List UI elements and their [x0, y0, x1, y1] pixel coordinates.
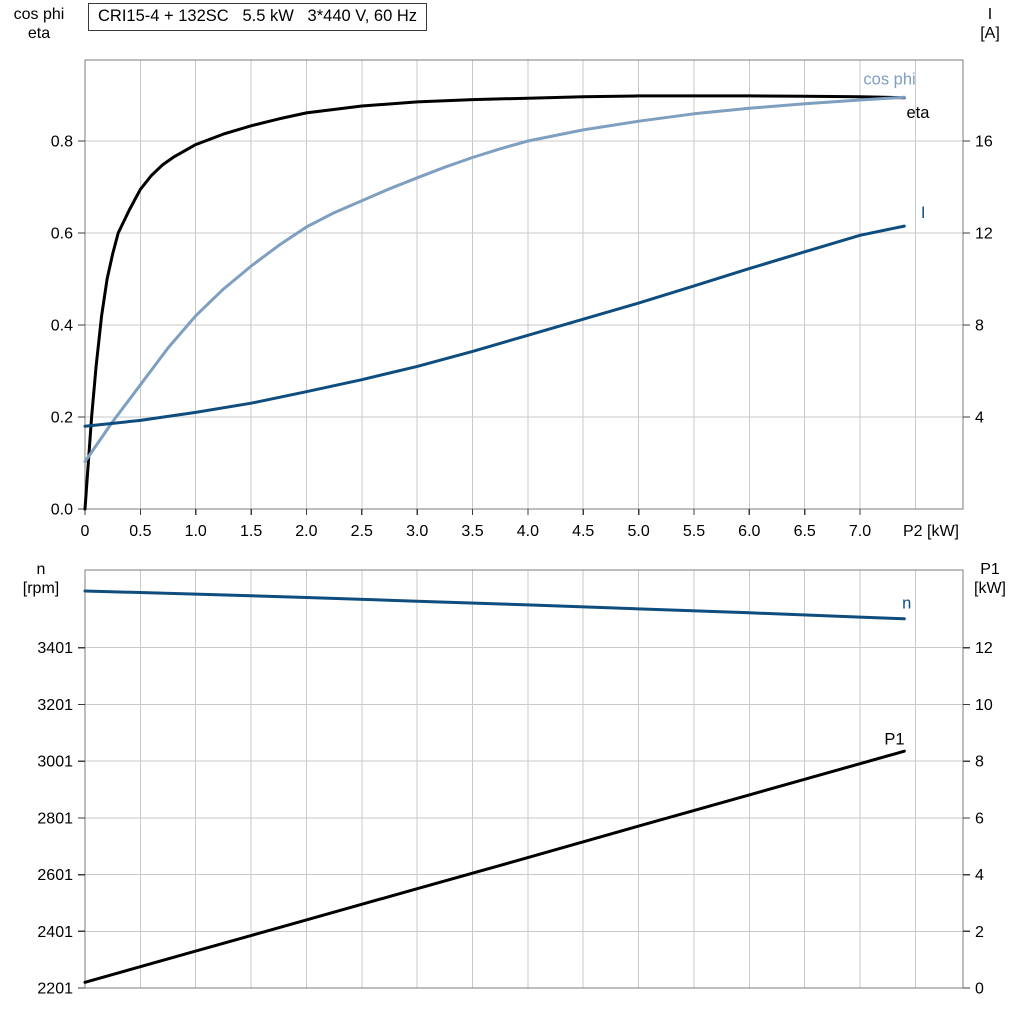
curve-label-cos-phi: cos phi: [863, 70, 915, 88]
left-tick-label: 0.2: [51, 410, 73, 427]
left-tick-label: 0.6: [51, 226, 73, 243]
right-tick-label: 12: [975, 226, 993, 243]
left-axis-title-speed: n: [36, 561, 46, 578]
x-tick-label: 4.5: [572, 523, 594, 540]
x-tick-label: 0: [81, 523, 90, 540]
right-tick-label: 6: [975, 810, 984, 827]
plot-frame: [84, 569, 964, 989]
right-tick-label: 8: [975, 318, 984, 335]
top-left-axis-title: cos phi eta: [2, 5, 76, 43]
left-tick-label: 2201: [37, 981, 73, 998]
left-tick-label: 2601: [37, 867, 73, 884]
x-axis-unit-label: P2 [kW]: [903, 523, 959, 540]
x-tick-label: 2.5: [351, 523, 373, 540]
curve-p1: [83, 749, 906, 984]
curve-current: [83, 224, 906, 428]
right-tick-label: 16: [975, 134, 993, 151]
bottom-right-axis-title: P1 [kW]: [963, 560, 1017, 598]
left-tick-label: 3001: [37, 754, 73, 771]
x-tick-label: 0.5: [129, 523, 151, 540]
right-tick-label: 0: [975, 981, 984, 998]
x-tick-label: 4.0: [517, 523, 539, 540]
curve-eta: [83, 94, 906, 511]
x-tick-label: 7.0: [849, 523, 871, 540]
chart-title: CRI15-4 + 132SC 5.5 kW 3*440 V, 60 Hz: [88, 3, 428, 31]
right-tick-label: 10: [975, 697, 993, 714]
right-tick-label: 8: [975, 754, 984, 771]
x-tick-label: 3.0: [406, 523, 428, 540]
right-tick-label: 12: [975, 640, 993, 657]
top-right-axis-title: I [A]: [966, 5, 1014, 43]
x-tick-label: 5.0: [627, 523, 649, 540]
left-tick-label: 2401: [37, 924, 73, 941]
right-tick-label: 4: [975, 867, 984, 884]
right-axis-title-p1: P1: [980, 561, 1000, 578]
x-tick-label: 6.5: [794, 523, 816, 540]
x-tick-label: 1.0: [185, 523, 207, 540]
curve-label-eta: eta: [907, 104, 931, 122]
curve-label-speed: n: [902, 595, 911, 613]
left-tick-label: 3401: [37, 640, 73, 657]
x-tick-label: 5.5: [683, 523, 705, 540]
x-tick-label: 2.0: [295, 523, 317, 540]
left-axis-title-cos-phi: cos phi: [13, 6, 65, 23]
right-axis-title-current: I: [987, 6, 993, 23]
right-tick-label: 2: [975, 924, 984, 941]
left-axis-title-speed-unit: [rpm]: [22, 580, 60, 597]
bottom-left-axis-title: n [rpm]: [6, 560, 76, 598]
curve-cos-phi: [83, 95, 906, 464]
curve-label-p1: P1: [884, 731, 904, 749]
right-tick-label: 4: [975, 410, 984, 427]
left-tick-label: 2801: [37, 810, 73, 827]
speed-power-curves: 2201 2401 2601 2801 3001 3201 3401 0 2 4 6 8 10 12 n P1: [37, 569, 993, 998]
motor-electrical-curves: 0.0 0.2 0.4 0.6 0.8 4 8 12 16 0 0.5 1.0 1.5 2.0 2.5 3.0…: [51, 59, 993, 540]
x-tick-label: 1.5: [240, 523, 262, 540]
left-axis-title-eta: eta: [27, 25, 51, 42]
left-tick-label: 0.8: [51, 134, 73, 151]
curve-label-current: I: [921, 204, 926, 222]
left-tick-label: 0.0: [51, 502, 73, 519]
right-axis-title-p1-unit: [kW]: [974, 580, 1006, 597]
left-tick-label: 3201: [37, 697, 73, 714]
curve-speed: [83, 589, 906, 621]
left-tick-label: 0.4: [51, 318, 73, 335]
x-tick-label: 6.0: [738, 523, 760, 540]
plot-frame: [84, 59, 964, 510]
right-axis-title-current-unit: [A]: [980, 25, 1000, 42]
x-tick-label: 3.5: [461, 523, 483, 540]
